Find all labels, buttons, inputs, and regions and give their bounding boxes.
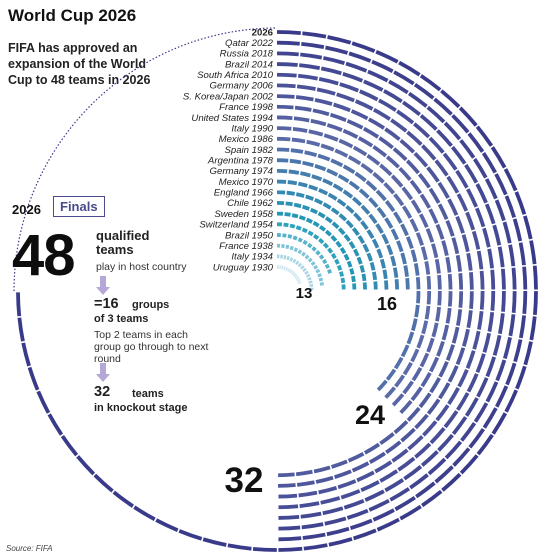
year-label: France 1938 bbox=[219, 241, 274, 252]
year-label: South Africa 2010 bbox=[197, 70, 274, 81]
ring-france-1938 bbox=[276, 243, 325, 287]
finals-badge: Finals bbox=[53, 196, 105, 217]
year-label: Mexico 1970 bbox=[219, 177, 274, 188]
ring-brazil-1950 bbox=[276, 233, 333, 276]
groups-label: groups bbox=[132, 299, 170, 311]
ring-argentina-1978 bbox=[276, 158, 410, 292]
ring-germany-2006 bbox=[276, 83, 485, 499]
year-label: Uruguay 1930 bbox=[213, 262, 274, 273]
groups-label-2: of 3 teams bbox=[94, 313, 149, 325]
count-labels-group: 13 16 24 32 bbox=[225, 285, 397, 500]
ring-2026 bbox=[16, 30, 538, 552]
ring-mexico-1970 bbox=[276, 179, 389, 292]
groups-number: =16 bbox=[94, 296, 119, 312]
panel-year: 2026 bbox=[12, 202, 41, 217]
year-label: S. Korea/Japan 2002 bbox=[183, 91, 274, 102]
ring-2026-outline bbox=[13, 27, 278, 292]
ring-chile-1962 bbox=[276, 201, 367, 292]
year-label: Russia 2018 bbox=[220, 49, 274, 60]
ring-england-1966 bbox=[276, 190, 378, 292]
year-label: Germany 1974 bbox=[210, 166, 273, 177]
ring-italy-1934 bbox=[276, 254, 314, 292]
year-label: Italy 1990 bbox=[231, 123, 273, 134]
ring-uruguay-1930 bbox=[276, 265, 302, 285]
ring-russia-2018 bbox=[276, 51, 517, 531]
count-label: 24 bbox=[355, 400, 385, 430]
ring-qatar-2022 bbox=[276, 40, 528, 542]
ring-spain-1982 bbox=[276, 147, 421, 393]
count-label: 13 bbox=[296, 285, 313, 302]
ring-south-africa-2010 bbox=[276, 72, 495, 510]
year-label: Switzerland 1954 bbox=[199, 220, 273, 231]
down-arrow-icon bbox=[96, 276, 110, 295]
ring-mexico-1986 bbox=[276, 136, 432, 400]
down-arrow-icon bbox=[96, 363, 110, 382]
year-label: United States 1994 bbox=[191, 113, 273, 124]
ring-united-states-1994 bbox=[276, 115, 453, 416]
year-label: Chile 1962 bbox=[227, 198, 274, 209]
teams-number: 48 bbox=[12, 223, 76, 288]
count-label: 32 bbox=[225, 461, 264, 500]
ring-italy-1990 bbox=[276, 126, 442, 408]
year-label: Spain 1982 bbox=[224, 145, 273, 156]
year-label: Brazil 1950 bbox=[225, 230, 274, 241]
groups-sub: Top 2 teams in each group go through to … bbox=[94, 329, 209, 365]
rings-group bbox=[13, 27, 538, 552]
year-label: Germany 2006 bbox=[210, 81, 274, 92]
ring-s-korea-japan-2002 bbox=[276, 94, 474, 488]
knockout-number: 32 bbox=[94, 384, 111, 400]
teams-label: qualified teams bbox=[96, 228, 150, 257]
year-label: 2026 bbox=[252, 27, 273, 38]
knockout-label-2: in knockout stage bbox=[94, 402, 188, 414]
year-label: Argentina 1978 bbox=[207, 155, 274, 166]
knockout-label: teams bbox=[132, 388, 164, 400]
year-label: England 1966 bbox=[214, 188, 274, 199]
year-label: Mexico 1986 bbox=[219, 134, 274, 145]
teams-sub: play in host country bbox=[96, 261, 187, 273]
count-label: 16 bbox=[377, 294, 397, 314]
year-label: Sweden 1958 bbox=[214, 209, 273, 220]
source-note: Source: FIFA bbox=[6, 544, 53, 553]
year-label: Italy 1934 bbox=[231, 252, 273, 263]
year-label: Qatar 2022 bbox=[225, 38, 274, 49]
ring-sweden-1958 bbox=[276, 211, 357, 292]
ring-switzerland-1954 bbox=[276, 222, 346, 292]
year-label: Brazil 2014 bbox=[225, 59, 273, 70]
page-title: World Cup 2026 bbox=[8, 6, 137, 25]
ring-france-1998 bbox=[276, 104, 464, 478]
year-label: France 1998 bbox=[219, 102, 274, 113]
ring-germany-1974 bbox=[276, 168, 400, 292]
ring-brazil-2014 bbox=[276, 62, 506, 520]
